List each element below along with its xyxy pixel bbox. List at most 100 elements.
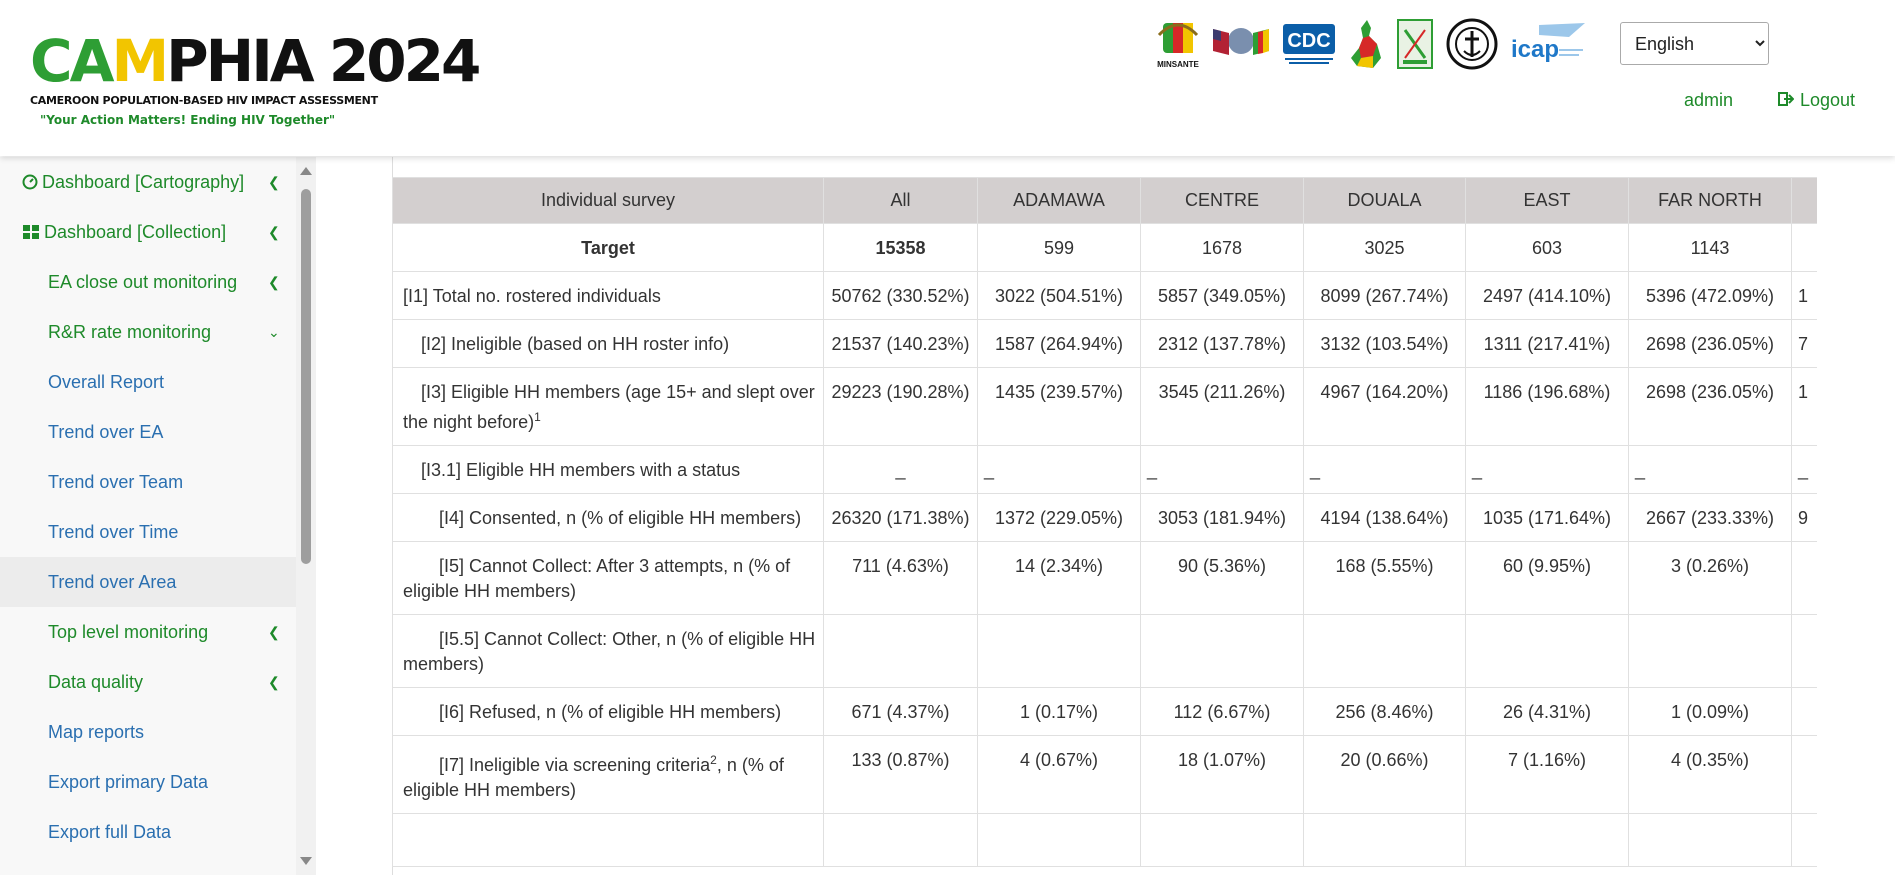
sidebar-item-dashboard-cartography[interactable]: Dashboard [Cartography] ❮ bbox=[0, 157, 296, 207]
table-cell: 60 (9.95%) bbox=[1465, 541, 1629, 615]
table-cell bbox=[1628, 614, 1792, 688]
table-cell: 3022 (504.51%) bbox=[977, 271, 1141, 320]
table-row bbox=[392, 813, 1817, 867]
column-header-douala: DOUALA bbox=[1303, 177, 1466, 224]
row-label: [I3] Eligible HH members (age 15+ and sl… bbox=[392, 367, 824, 446]
sidebar-item-export-primary-data[interactable]: Export primary Data bbox=[0, 757, 296, 807]
sidebar-item-label: Trend over Time bbox=[48, 521, 179, 542]
table-cell: 7 (1.16%) bbox=[1465, 735, 1629, 814]
svg-text:MINSANTE: MINSANTE bbox=[1157, 60, 1199, 69]
table-cell: 14 (2.34%) bbox=[977, 541, 1141, 615]
table-cell: 50762 (330.52%) bbox=[823, 271, 978, 320]
table-cell: 21537 (140.23%) bbox=[823, 319, 978, 368]
table-cell bbox=[1140, 813, 1304, 867]
sidebar-item-top-level-monitoring[interactable]: Top level monitoring ❮ bbox=[0, 607, 296, 657]
table-cell: 8099 (267.74%) bbox=[1303, 271, 1466, 320]
scrollbar-thumb[interactable] bbox=[301, 189, 311, 564]
language-select[interactable]: English bbox=[1620, 22, 1769, 65]
logout-button[interactable]: Logout bbox=[1778, 90, 1855, 111]
table-cell: 112 (6.67%) bbox=[1140, 687, 1304, 736]
table-cell: 1035 (171.64%) bbox=[1465, 493, 1629, 542]
table-cell: 1372 (229.05%) bbox=[977, 493, 1141, 542]
table-cell: 599 bbox=[977, 223, 1141, 272]
cameroon-map-icon bbox=[1347, 18, 1385, 70]
sidebar-item-label: Data quality bbox=[48, 671, 144, 692]
table-cell bbox=[1791, 735, 1817, 814]
cdc-logo-icon: CDC bbox=[1281, 22, 1337, 66]
partner-logos: MINSANTE CDC icap bbox=[1155, 14, 1587, 74]
table-cell: _ bbox=[1791, 445, 1817, 494]
row-label: [I3.1] Eligible HH members with a status bbox=[392, 445, 824, 494]
table-cell: 4194 (138.64%) bbox=[1303, 493, 1466, 542]
table-row: [I3] Eligible HH members (age 15+ and sl… bbox=[392, 367, 1817, 446]
table-cell: 1186 (196.68%) bbox=[1465, 367, 1629, 446]
scroll-down-arrow-icon[interactable] bbox=[300, 857, 312, 865]
table-cell: 603 bbox=[1465, 223, 1629, 272]
table-cell bbox=[1465, 614, 1629, 688]
sidebar-item-map-reports[interactable]: Map reports bbox=[0, 707, 296, 757]
sidebar-item-label: Map reports bbox=[48, 721, 145, 742]
row-label: Target bbox=[392, 223, 824, 272]
sidebar-item-export-full-data[interactable]: Export full Data bbox=[0, 807, 296, 857]
table-cell: 1 bbox=[1791, 367, 1817, 446]
table-cell: 2497 (414.10%) bbox=[1465, 271, 1629, 320]
icap-logo-icon: icap bbox=[1509, 21, 1587, 67]
table-cell: 26320 (171.38%) bbox=[823, 493, 978, 542]
table-cell: 4 (0.67%) bbox=[977, 735, 1141, 814]
sidebar-item-dashboard-collection[interactable]: Dashboard [Collection] ❮ bbox=[0, 207, 296, 257]
table-cell: 3 (0.26%) bbox=[1628, 541, 1792, 615]
column-header-adamawa: ADAMAWA bbox=[977, 177, 1141, 224]
sidebar-item-trend-over-ea[interactable]: Trend over EA bbox=[0, 407, 296, 457]
sidebar-item-trend-over-time[interactable]: Trend over Time bbox=[0, 507, 296, 557]
minsante-coat-of-arms-icon: MINSANTE bbox=[1155, 17, 1201, 71]
table-cell: 711 (4.63%) bbox=[823, 541, 978, 615]
cnls-logo-icon bbox=[1395, 18, 1435, 70]
table-header-row: Individual survey All ADAMAWA CENTRE DOU… bbox=[392, 177, 1817, 224]
camphia-logo[interactable]: CAMPHIA 2024 CAMEROON POPULATION-BASED H… bbox=[30, 30, 481, 130]
table-cell bbox=[1303, 813, 1466, 867]
table-cell: 168 (5.55%) bbox=[1303, 541, 1466, 615]
table-cell: 29223 (190.28%) bbox=[823, 367, 978, 446]
column-header-all: All bbox=[823, 177, 978, 224]
chevron-down-icon: ⌄ bbox=[268, 324, 280, 340]
scroll-up-arrow-icon[interactable] bbox=[300, 167, 312, 175]
table-cell: 671 (4.37%) bbox=[823, 687, 978, 736]
table-cell: _ bbox=[1628, 445, 1792, 494]
sidebar-item-label: Top level monitoring bbox=[48, 621, 209, 642]
sidebar-item-label: Trend over Team bbox=[48, 471, 184, 492]
table-cell: 1435 (239.57%) bbox=[977, 367, 1141, 446]
table-cell bbox=[1791, 687, 1817, 736]
table-cell: 3025 bbox=[1303, 223, 1466, 272]
table-row: [I1] Total no. rostered individuals 5076… bbox=[392, 271, 1817, 320]
sidebar-item-trend-over-area[interactable]: Trend over Area bbox=[0, 557, 296, 607]
app-header: CAMPHIA 2024 CAMEROON POPULATION-BASED H… bbox=[0, 0, 1895, 156]
table-cell: 3545 (211.26%) bbox=[1140, 367, 1304, 446]
table-row: Target 15358 599 1678 3025 603 1143 bbox=[392, 223, 1817, 272]
us-cameroon-flags-icon bbox=[1211, 19, 1271, 69]
sidebar-item-label: Export full Data bbox=[48, 821, 172, 842]
table-cell: 3053 (181.94%) bbox=[1140, 493, 1304, 542]
sidebar-item-data-quality[interactable]: Data quality ❮ bbox=[0, 657, 296, 707]
admin-user-link[interactable]: admin bbox=[1684, 90, 1734, 110]
table-cell bbox=[1628, 813, 1792, 867]
logo-tagline: "Your Action Matters! Ending HIV Togethe… bbox=[40, 113, 336, 127]
table-cell: 4 (0.35%) bbox=[1628, 735, 1792, 814]
sidebar-nav: Dashboard [Cartography] ❮ Dashboard [Col… bbox=[0, 157, 297, 875]
table-cell: 1 bbox=[1791, 271, 1817, 320]
sidebar-scrollbar[interactable] bbox=[296, 157, 316, 875]
table-cell bbox=[823, 614, 978, 688]
chevron-left-icon: ❮ bbox=[268, 274, 280, 290]
table-cell: 1678 bbox=[1140, 223, 1304, 272]
sidebar-item-overall-report[interactable]: Overall Report bbox=[0, 357, 296, 407]
sidebar-item-ea-close-out[interactable]: EA close out monitoring ❮ bbox=[0, 257, 296, 307]
sidebar-item-rr-rate-monitoring[interactable]: R&R rate monitoring ⌄ bbox=[0, 307, 296, 357]
table-cell: 133 (0.87%) bbox=[823, 735, 978, 814]
logo-subtitle: CAMEROON POPULATION-BASED HIV IMPACT ASS… bbox=[30, 94, 378, 107]
sidebar-item-label: Trend over EA bbox=[48, 421, 164, 442]
table-cell: _ bbox=[977, 445, 1141, 494]
table-cell bbox=[977, 813, 1141, 867]
table-cell: 1 (0.17%) bbox=[977, 687, 1141, 736]
sidebar-item-label: EA close out monitoring bbox=[48, 271, 238, 292]
table-cell: _ bbox=[1465, 445, 1629, 494]
sidebar-item-trend-over-team[interactable]: Trend over Team bbox=[0, 457, 296, 507]
